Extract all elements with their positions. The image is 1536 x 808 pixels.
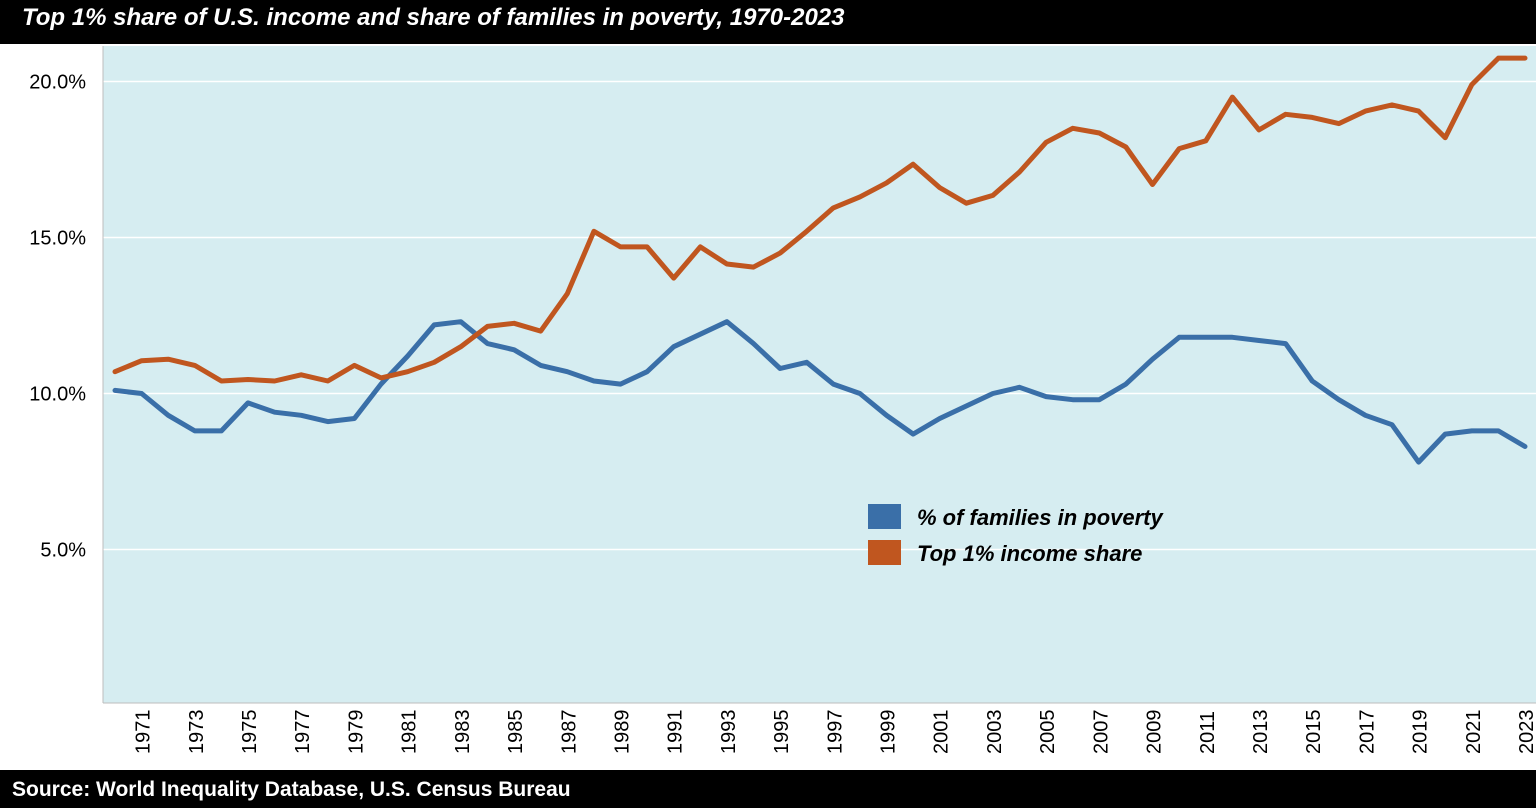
x-tick-label: 1999 [878,710,900,755]
x-tick-label: 2009 [1144,710,1166,755]
x-tick-label: 2017 [1356,710,1378,755]
x-tick-label: 2023 [1516,710,1536,755]
x-tick-label: 2007 [1090,710,1112,755]
y-tick-label: 20.0% [29,72,86,94]
line-chart: 5.0% 10.0% 15.0% 20.0% 1971 1973 1975 1977 1979 1… [29,46,1536,755]
x-tick-label: 1995 [771,710,793,755]
x-tick-label: 2001 [931,710,953,755]
y-tick-label: 10.0% [29,384,86,406]
x-tick-label: 1979 [345,710,367,755]
x-tick-label: 2011 [1197,711,1219,754]
legend-swatch-poverty [868,504,901,529]
x-tick-label: 1989 [611,710,633,755]
x-tick-label: 1977 [292,710,314,755]
x-tick-label: 1991 [665,710,687,755]
top1-series-line [112,55,1528,384]
x-tick-label: 1971 [133,710,155,755]
chart-area: 5.0% 10.0% 15.0% 20.0% 1971 1973 1975 1977 1979 1… [0,44,1536,770]
x-tick-label: 1975 [239,710,261,755]
legend-label-poverty: % of families in poverty [917,505,1164,530]
x-tick-label: 2015 [1303,710,1325,755]
poverty-series-line [112,319,1528,465]
x-tick-label: 1993 [718,710,740,755]
x-tick-label: 2019 [1410,710,1432,755]
source-bar: Source: World Inequality Database, U.S. … [0,770,1536,808]
x-tick-label: 2003 [984,709,1006,754]
x-tick-label: 1985 [505,710,527,755]
chart-title: Top 1% share of U.S. income and share of… [22,4,845,31]
x-tick-label: 2005 [1037,710,1059,755]
x-tick-label: 1981 [399,710,421,755]
x-tick-label: 2021 [1463,710,1485,755]
y-tick-label: 15.0% [29,228,86,250]
y-tick-label: 5.0% [40,540,86,562]
x-tick-label: 1997 [824,710,846,755]
source-note: Source: World Inequality Database, U.S. … [12,778,571,801]
x-tick-label: 1973 [186,710,208,755]
x-tick-label: 2013 [1250,710,1272,755]
title-bar: Top 1% share of U.S. income and share of… [0,0,1536,44]
x-tick-label: 1987 [558,710,580,755]
x-tick-label: 1983 [452,710,474,755]
legend-label-top1: Top 1% income share [917,541,1142,566]
legend-swatch-top1 [868,540,901,565]
